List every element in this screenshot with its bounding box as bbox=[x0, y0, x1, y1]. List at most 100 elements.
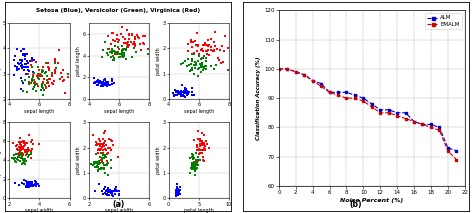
Point bbox=[96, 167, 103, 171]
ALM bbox=[344, 91, 349, 94]
Point bbox=[101, 79, 109, 82]
Text: Setosa (Blue), Versicolor (Green), Virginica (Red): Setosa (Blue), Versicolor (Green), Virgi… bbox=[36, 8, 200, 13]
Point bbox=[26, 148, 33, 152]
Point bbox=[177, 90, 185, 94]
Point bbox=[174, 188, 182, 191]
Point bbox=[131, 44, 139, 48]
Point bbox=[20, 144, 28, 147]
Point bbox=[174, 91, 182, 95]
Point bbox=[144, 47, 152, 50]
Point bbox=[26, 59, 34, 63]
Point bbox=[23, 53, 31, 56]
Point bbox=[196, 148, 203, 152]
Text: (b): (b) bbox=[350, 200, 362, 209]
Point bbox=[18, 157, 25, 160]
Point bbox=[28, 59, 36, 62]
Point bbox=[56, 77, 64, 81]
Point bbox=[91, 165, 99, 168]
Point bbox=[101, 81, 109, 85]
Point bbox=[113, 33, 120, 37]
ALM bbox=[284, 68, 290, 70]
Point bbox=[20, 160, 28, 163]
Point bbox=[111, 45, 119, 48]
Point bbox=[181, 88, 189, 91]
Point bbox=[175, 191, 182, 194]
Point bbox=[18, 79, 26, 83]
Point bbox=[98, 167, 105, 170]
Point bbox=[38, 71, 46, 74]
Point bbox=[199, 68, 207, 71]
Point bbox=[19, 161, 27, 165]
Point bbox=[14, 159, 21, 162]
Point bbox=[97, 143, 105, 146]
Point bbox=[103, 159, 110, 163]
Point bbox=[10, 156, 18, 160]
Point bbox=[105, 188, 113, 191]
Point bbox=[189, 40, 197, 43]
Point bbox=[104, 81, 112, 84]
Point bbox=[174, 191, 182, 194]
Point bbox=[40, 88, 48, 91]
Point bbox=[101, 171, 109, 175]
Point bbox=[104, 174, 112, 177]
Point bbox=[170, 94, 177, 97]
Point bbox=[37, 73, 45, 76]
Point bbox=[179, 93, 186, 96]
Point bbox=[35, 184, 43, 187]
Point bbox=[198, 139, 205, 142]
Point bbox=[118, 54, 126, 58]
Point bbox=[201, 67, 208, 70]
Point bbox=[19, 53, 27, 56]
Point bbox=[19, 89, 27, 93]
Point bbox=[190, 157, 198, 160]
Point bbox=[18, 59, 26, 62]
Point bbox=[123, 29, 131, 32]
Point bbox=[191, 60, 199, 64]
EMALM bbox=[419, 123, 425, 126]
Point bbox=[32, 60, 39, 64]
Point bbox=[118, 50, 126, 53]
Point bbox=[44, 61, 52, 64]
Point bbox=[109, 39, 117, 42]
Point bbox=[101, 185, 109, 189]
Point bbox=[202, 59, 210, 63]
Point bbox=[23, 150, 31, 154]
EMALM bbox=[394, 114, 400, 117]
Point bbox=[101, 83, 109, 87]
Line: EMALM: EMALM bbox=[278, 68, 457, 161]
Point bbox=[25, 134, 32, 137]
Point bbox=[27, 152, 35, 155]
Point bbox=[95, 148, 102, 151]
Point bbox=[108, 31, 115, 35]
Point bbox=[188, 152, 195, 155]
Point bbox=[197, 49, 204, 52]
Point bbox=[35, 77, 42, 80]
Point bbox=[188, 68, 195, 71]
Point bbox=[193, 162, 201, 165]
Point bbox=[202, 139, 210, 143]
Point bbox=[172, 91, 180, 94]
Point bbox=[100, 157, 107, 160]
Point bbox=[97, 155, 104, 158]
Point bbox=[46, 77, 53, 81]
Point bbox=[174, 90, 182, 93]
Point bbox=[30, 59, 38, 62]
Point bbox=[204, 49, 211, 53]
Point bbox=[101, 155, 109, 159]
Point bbox=[184, 92, 191, 96]
Point bbox=[118, 52, 126, 56]
Point bbox=[173, 183, 181, 186]
Point bbox=[202, 68, 210, 71]
Point bbox=[92, 160, 100, 164]
Point bbox=[105, 189, 113, 192]
Point bbox=[119, 52, 127, 55]
Point bbox=[195, 147, 203, 151]
Point bbox=[179, 90, 187, 94]
Point bbox=[189, 154, 197, 157]
Point bbox=[25, 156, 32, 159]
Point bbox=[11, 159, 19, 163]
Point bbox=[191, 52, 198, 55]
Point bbox=[21, 157, 28, 160]
Point bbox=[97, 167, 105, 171]
Point bbox=[92, 141, 100, 144]
